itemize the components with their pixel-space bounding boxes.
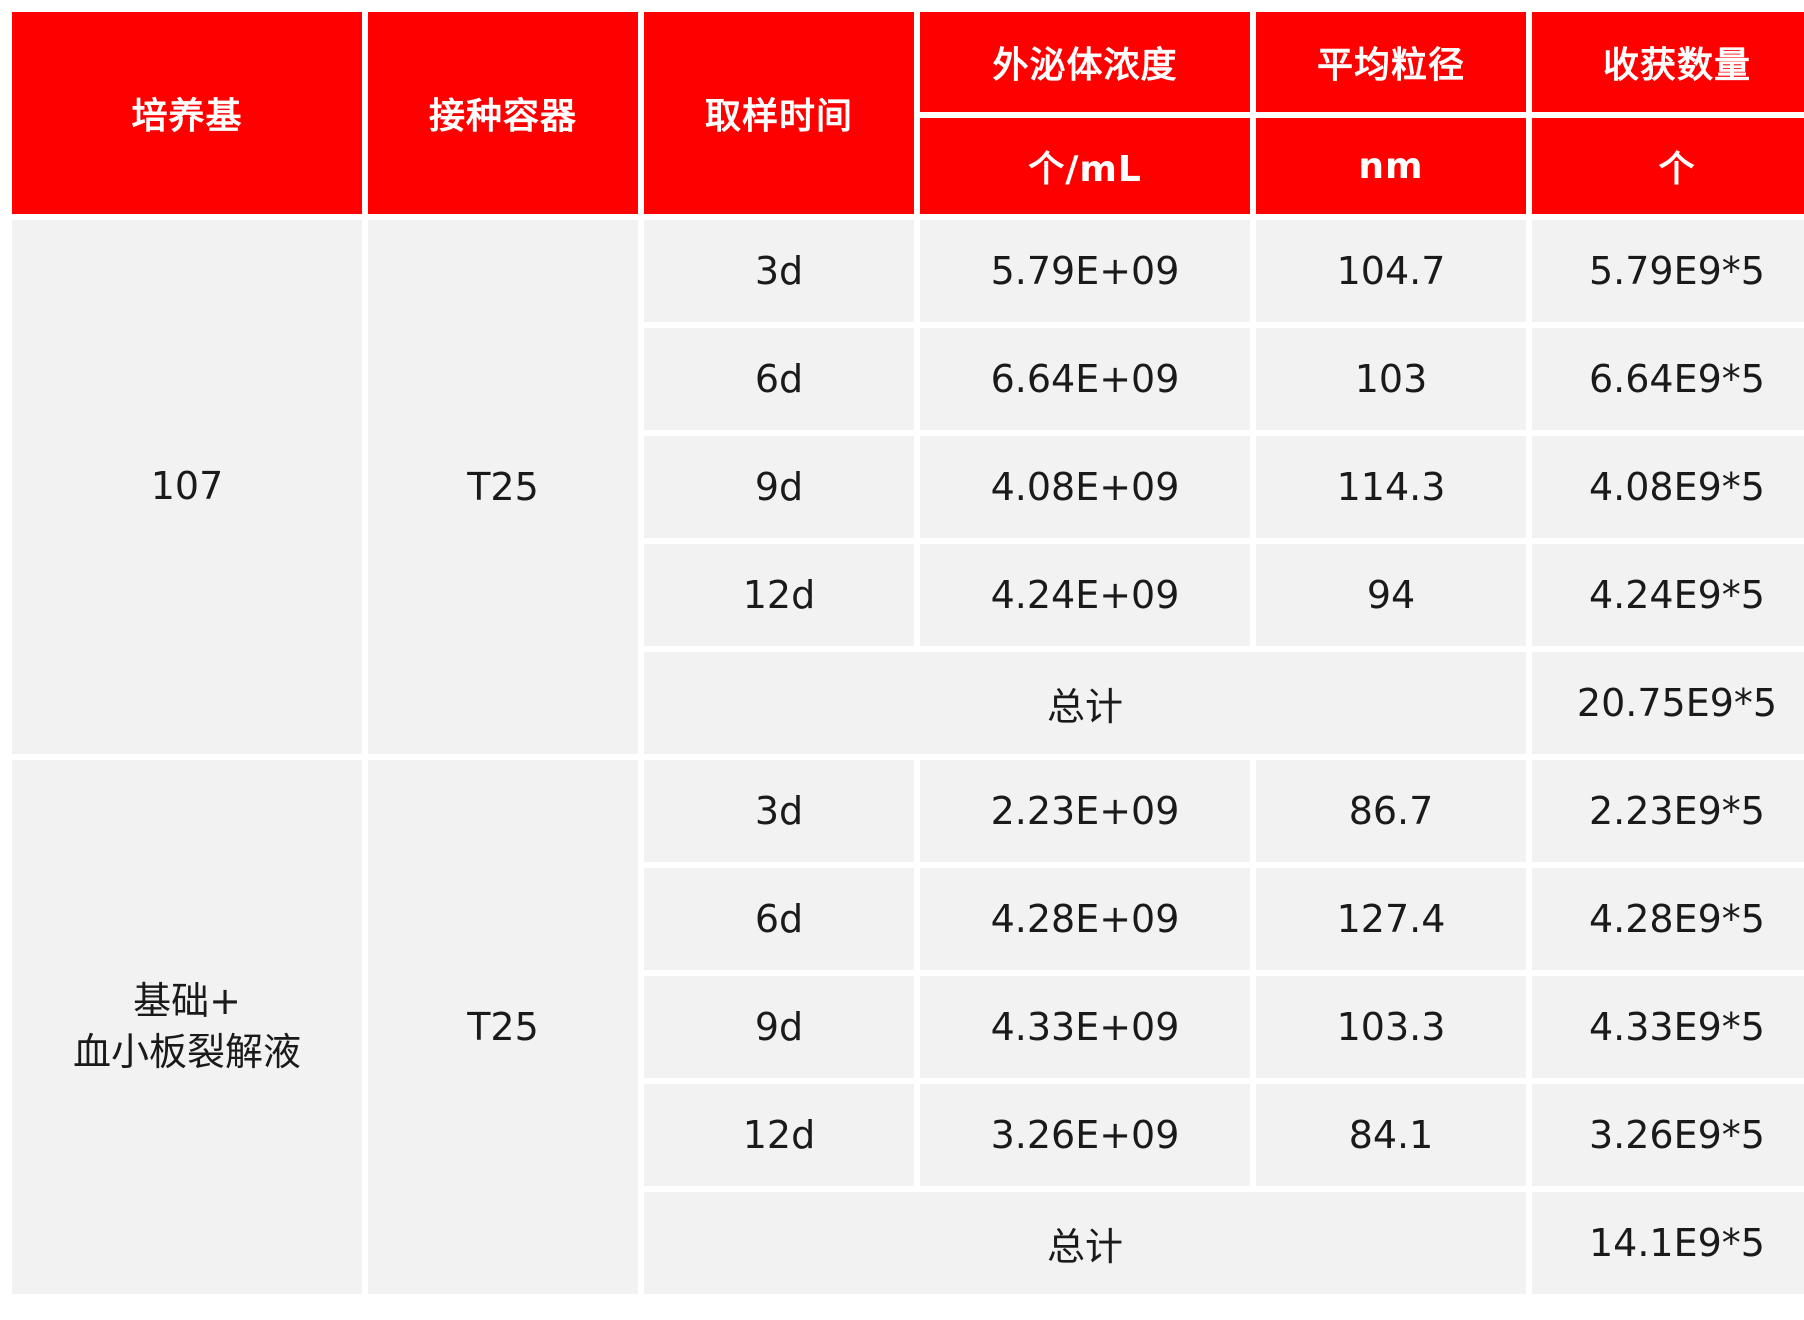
time-cell: 9d bbox=[644, 436, 914, 538]
unit-harvest: 个 bbox=[1532, 118, 1804, 214]
diameter-cell: 94 bbox=[1256, 544, 1526, 646]
harvest-cell: 2.23E9*5 bbox=[1532, 760, 1804, 862]
header-concentration: 外泌体浓度 bbox=[920, 12, 1250, 112]
time-cell: 6d bbox=[644, 868, 914, 970]
harvest-cell: 4.08E9*5 bbox=[1532, 436, 1804, 538]
time-cell: 12d bbox=[644, 1084, 914, 1186]
table-row: 6d 6.64E+09 103 6.64E9*5 bbox=[12, 328, 1804, 430]
header-harvest-count: 收获数量 bbox=[1532, 12, 1804, 112]
diameter-cell: 103 bbox=[1256, 328, 1526, 430]
header-row: 培养基 接种容器 取样时间 外泌体浓度 平均粒径 收获数量 bbox=[12, 12, 1804, 214]
medium-cell: 107 bbox=[12, 220, 362, 754]
harvest-cell: 4.33E9*5 bbox=[1532, 976, 1804, 1078]
table-row: 12d 4.24E+09 94 4.24E9*5 bbox=[12, 544, 1804, 646]
time-cell: 3d bbox=[644, 220, 914, 322]
container-cell: T25 bbox=[368, 760, 638, 1294]
harvest-cell: 4.28E9*5 bbox=[1532, 868, 1804, 970]
total-label: 总计 bbox=[644, 1192, 1526, 1294]
total-value: 20.75E9*5 bbox=[1532, 652, 1804, 754]
header-sampling-time: 取样时间 bbox=[644, 12, 914, 214]
diameter-cell: 114.3 bbox=[1256, 436, 1526, 538]
unit-diameter: nm bbox=[1256, 118, 1526, 214]
total-label: 总计 bbox=[644, 652, 1526, 754]
concentration-cell: 4.28E+09 bbox=[920, 868, 1250, 970]
diameter-cell: 84.1 bbox=[1256, 1084, 1526, 1186]
time-cell: 6d bbox=[644, 328, 914, 430]
concentration-cell: 5.79E+09 bbox=[920, 220, 1250, 322]
medium-cell: 基础+ 血小板裂解液 bbox=[12, 760, 362, 1294]
table-body: 107 T25 3d 5.79E+09 104.7 5.79E9*5 6d 6.… bbox=[12, 220, 1804, 1294]
concentration-cell: 3.26E+09 bbox=[920, 1084, 1250, 1186]
concentration-cell: 4.33E+09 bbox=[920, 976, 1250, 1078]
table-row: 9d 4.33E+09 103.3 4.33E9*5 bbox=[12, 976, 1804, 1078]
header-units-row: 个/mL nm 个 bbox=[12, 118, 1804, 214]
diameter-cell: 103.3 bbox=[1256, 976, 1526, 1078]
total-value: 14.1E9*5 bbox=[1532, 1192, 1804, 1294]
header-container: 接种容器 bbox=[368, 12, 638, 214]
concentration-cell: 6.64E+09 bbox=[920, 328, 1250, 430]
time-cell: 12d bbox=[644, 544, 914, 646]
time-cell: 9d bbox=[644, 976, 914, 1078]
diameter-cell: 86.7 bbox=[1256, 760, 1526, 862]
concentration-cell: 4.24E+09 bbox=[920, 544, 1250, 646]
table-row: 基础+ 血小板裂解液 T25 3d 2.23E+09 86.7 2.23E9*5 bbox=[12, 760, 1804, 1294]
table-row: 6d 4.28E+09 127.4 4.28E9*5 bbox=[12, 868, 1804, 970]
exosome-data-table: 培养基 接种容器 取样时间 外泌体浓度 平均粒径 收获数量 个/mL nm 个 … bbox=[6, 6, 1804, 1300]
table-row: 9d 4.08E+09 114.3 4.08E9*5 bbox=[12, 436, 1804, 538]
diameter-cell: 127.4 bbox=[1256, 868, 1526, 970]
container-cell: T25 bbox=[368, 220, 638, 754]
harvest-cell: 5.79E9*5 bbox=[1532, 220, 1804, 322]
harvest-cell: 6.64E9*5 bbox=[1532, 328, 1804, 430]
diameter-cell: 104.7 bbox=[1256, 220, 1526, 322]
table-header: 培养基 接种容器 取样时间 外泌体浓度 平均粒径 收获数量 个/mL nm 个 bbox=[12, 12, 1804, 214]
concentration-cell: 4.08E+09 bbox=[920, 436, 1250, 538]
unit-concentration: 个/mL bbox=[920, 118, 1250, 214]
harvest-cell: 4.24E9*5 bbox=[1532, 544, 1804, 646]
header-mean-diameter: 平均粒径 bbox=[1256, 12, 1526, 112]
harvest-cell: 3.26E9*5 bbox=[1532, 1084, 1804, 1186]
time-cell: 3d bbox=[644, 760, 914, 862]
total-row: 总计 20.75E9*5 bbox=[12, 652, 1804, 754]
concentration-cell: 2.23E+09 bbox=[920, 760, 1250, 862]
table-row: 12d 3.26E+09 84.1 3.26E9*5 bbox=[12, 1084, 1804, 1186]
total-row: 总计 14.1E9*5 bbox=[12, 1192, 1804, 1294]
table-row: 107 T25 3d 5.79E+09 104.7 5.79E9*5 bbox=[12, 220, 1804, 754]
header-medium: 培养基 bbox=[12, 12, 362, 214]
